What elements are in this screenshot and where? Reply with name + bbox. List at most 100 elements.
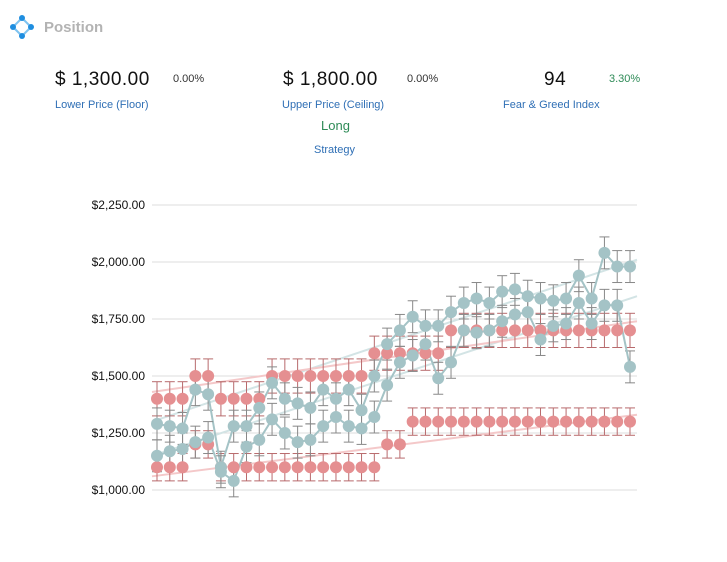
data-point-upper_bound: [432, 347, 445, 360]
data-point-price_high: [432, 319, 445, 332]
data-point-price_high: [266, 376, 279, 389]
data-point-price_high: [240, 420, 253, 433]
fear-greed-label: Fear & Greed Index: [503, 99, 600, 111]
data-point-lower_bound: [368, 461, 381, 474]
data-point-lower_bound: [406, 415, 419, 428]
data-point-price_high: [151, 417, 163, 430]
position-header: Position: [10, 12, 103, 42]
data-point-lower_bound: [342, 461, 355, 474]
data-point-price_high: [585, 292, 598, 305]
data-point-price_low: [151, 449, 163, 462]
data-point-upper_bound: [227, 392, 240, 405]
data-point-lower_bound: [432, 415, 445, 428]
data-point-price_high: [560, 292, 573, 305]
diamond-nodes-icon: [10, 15, 34, 39]
data-point-price_low: [240, 440, 253, 453]
data-point-price_high: [227, 420, 240, 433]
data-point-lower_bound: [419, 415, 432, 428]
ceiling-label: Upper Price (Ceiling): [282, 99, 385, 111]
strategy-value: Long: [321, 118, 350, 133]
data-point-lower_bound: [253, 461, 266, 474]
fear-greed-value: 94: [544, 69, 567, 90]
data-point-price_low: [214, 465, 227, 478]
data-point-upper_bound: [572, 324, 585, 337]
data-point-price_high: [547, 294, 560, 307]
data-point-lower_bound: [278, 461, 291, 474]
data-point-price_high: [534, 292, 547, 305]
data-point-price_low: [585, 317, 598, 330]
stat-floor: $ 1,300.00 0.00% Lower Price (Floor): [55, 69, 204, 111]
data-point-price_high: [470, 292, 483, 305]
data-point-upper_bound: [189, 370, 202, 382]
data-point-price_low: [381, 379, 394, 392]
data-point-price_low: [508, 308, 521, 321]
data-point-price_low: [496, 315, 509, 328]
data-point-lower_bound: [585, 415, 598, 428]
data-point-price_low: [419, 338, 432, 351]
data-point-upper_bound: [278, 370, 291, 382]
data-point-upper_bound: [163, 392, 176, 405]
data-point-price_high: [342, 383, 355, 396]
data-point-upper_bound: [598, 324, 611, 337]
data-point-upper_bound: [419, 347, 432, 360]
data-point-price_high: [202, 388, 215, 401]
data-point-upper_bound: [496, 324, 509, 337]
strategy-label: Strategy: [314, 144, 355, 156]
data-point-price_low: [291, 436, 304, 449]
data-point-price_low: [432, 372, 445, 385]
data-point-price_high: [419, 319, 432, 332]
data-point-price_low: [393, 356, 406, 369]
stat-ceiling: $ 1,800.00 0.00% Upper Price (Ceiling): [282, 69, 438, 111]
data-point-price_high: [445, 306, 458, 319]
data-point-price_low: [547, 319, 560, 332]
data-point-lower_bound: [508, 415, 521, 428]
data-point-price_low: [227, 474, 240, 487]
data-point-upper_bound: [368, 347, 381, 360]
y-tick-label: $1,250.00: [92, 426, 146, 440]
data-point-lower_bound: [176, 461, 189, 474]
data-point-price_low: [406, 349, 419, 362]
data-point-lower_bound: [598, 415, 611, 428]
data-point-lower_bound: [457, 415, 470, 428]
data-point-lower_bound: [355, 461, 368, 474]
data-point-price_high: [317, 383, 330, 396]
data-point-lower_bound: [163, 461, 176, 474]
data-point-price_high: [521, 290, 534, 303]
data-point-upper_bound: [202, 370, 215, 382]
data-point-price_high: [163, 420, 176, 433]
data-point-lower_bound: [227, 461, 240, 474]
data-point-lower_bound: [445, 415, 458, 428]
data-point-price_low: [304, 433, 317, 446]
data-point-price_low: [445, 356, 458, 369]
data-point-upper_bound: [304, 370, 317, 382]
data-point-price_low: [611, 299, 624, 312]
data-point-upper_bound: [317, 370, 330, 382]
data-point-upper_bound: [214, 392, 227, 405]
data-point-price_low: [266, 413, 279, 426]
data-point-price_low: [521, 306, 534, 319]
data-point-upper_bound: [393, 347, 406, 360]
floor-value: $ 1,300.00: [55, 69, 150, 90]
data-point-price_low: [329, 411, 342, 424]
data-point-upper_bound: [355, 370, 368, 382]
data-point-price_high: [278, 392, 291, 405]
data-point-price_low: [189, 436, 202, 449]
data-point-lower_bound: [470, 415, 483, 428]
ceiling-value: $ 1,800.00: [283, 69, 378, 90]
data-point-upper_bound: [240, 392, 253, 405]
data-point-lower_bound: [560, 415, 573, 428]
data-point-price_low: [163, 445, 176, 458]
data-point-price_high: [508, 283, 521, 296]
data-point-upper_bound: [151, 392, 163, 405]
data-point-lower_bound: [534, 415, 547, 428]
data-point-price_high: [176, 422, 189, 435]
data-point-price_low: [342, 420, 355, 433]
ceiling-pct: 0.00%: [407, 73, 439, 85]
data-point-price_high: [496, 285, 509, 298]
data-point-price_low: [572, 297, 585, 310]
data-point-price_low: [202, 431, 215, 444]
data-point-price_low: [278, 427, 291, 439]
data-point-upper_bound: [381, 347, 394, 360]
data-point-price_low: [470, 326, 483, 339]
data-point-price_low: [483, 324, 496, 337]
